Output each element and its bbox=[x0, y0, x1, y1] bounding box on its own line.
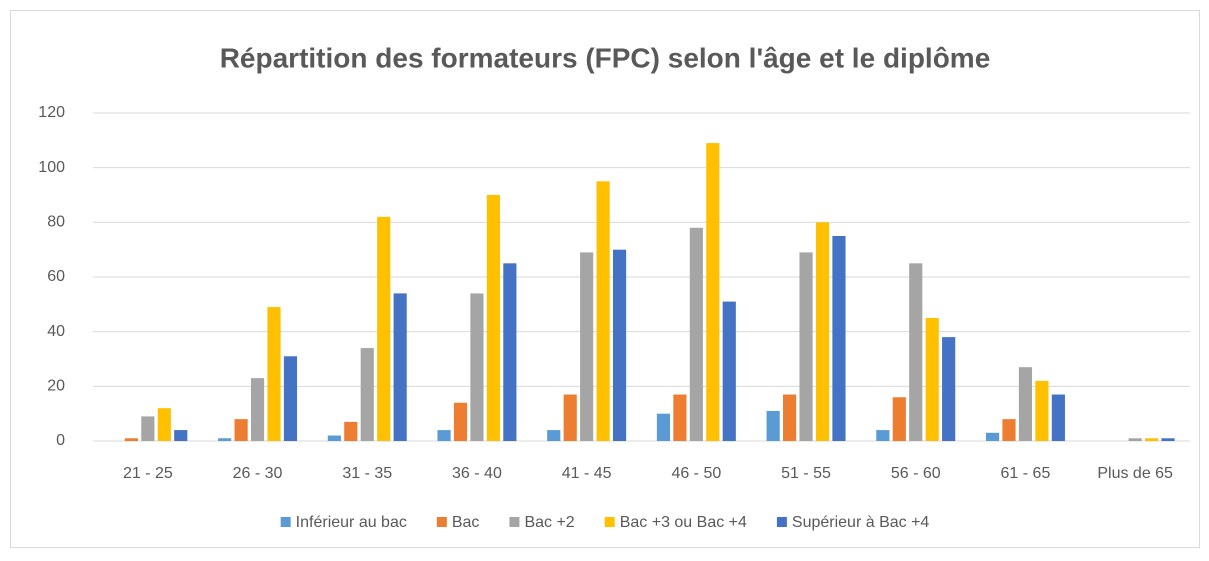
chart-title: Répartition des formateurs (FPC) selon l… bbox=[220, 42, 991, 73]
bar bbox=[267, 307, 281, 441]
bar bbox=[1002, 419, 1016, 441]
bar bbox=[360, 348, 374, 441]
x-tick-label: 61 - 65 bbox=[1001, 465, 1051, 482]
y-tick-label: 80 bbox=[47, 214, 65, 231]
bar bbox=[909, 263, 923, 441]
bar bbox=[612, 249, 627, 441]
legend-label: Inférieur au bac bbox=[296, 514, 407, 531]
bar bbox=[283, 356, 298, 441]
legend-swatch bbox=[509, 517, 520, 527]
bar bbox=[783, 394, 797, 441]
bar bbox=[1035, 380, 1049, 441]
bar bbox=[327, 435, 341, 441]
x-tick-label: 46 - 50 bbox=[671, 465, 721, 482]
bar bbox=[815, 222, 830, 441]
legend-label: Bac bbox=[452, 514, 480, 531]
bar bbox=[1051, 394, 1065, 441]
legend-label: Bac +3 ou Bac +4 bbox=[620, 514, 747, 531]
bar bbox=[486, 195, 500, 441]
legend-swatch bbox=[776, 517, 787, 527]
bar bbox=[876, 430, 890, 441]
y-tick-label: 40 bbox=[47, 323, 65, 340]
bar bbox=[470, 293, 484, 441]
x-tick-label: 36 - 40 bbox=[452, 465, 502, 482]
bar bbox=[141, 416, 155, 441]
legend-swatch bbox=[436, 517, 447, 527]
bar bbox=[250, 378, 265, 441]
bar bbox=[437, 430, 451, 441]
bar bbox=[580, 252, 594, 441]
x-tick-label: 31 - 35 bbox=[342, 465, 392, 482]
legend-label: Supérieur à Bac +4 bbox=[792, 514, 930, 531]
bar bbox=[377, 216, 391, 441]
bar bbox=[925, 318, 939, 441]
bar bbox=[656, 413, 671, 441]
x-tick-label: 56 - 60 bbox=[891, 465, 941, 482]
bar bbox=[547, 430, 561, 441]
bar bbox=[453, 402, 468, 441]
bar bbox=[1161, 438, 1175, 441]
bar bbox=[157, 408, 171, 441]
bar bbox=[1018, 367, 1033, 441]
x-tick-label: 51 - 55 bbox=[781, 465, 831, 482]
legend-label: Bac +2 bbox=[524, 514, 574, 531]
bar bbox=[985, 432, 1000, 441]
bar bbox=[706, 143, 720, 442]
bar bbox=[766, 410, 780, 441]
x-tick-label: Plus de 65 bbox=[1097, 465, 1173, 482]
legend-swatch bbox=[280, 517, 291, 527]
x-tick-label: 41 - 45 bbox=[562, 465, 612, 482]
bar bbox=[393, 293, 407, 441]
y-tick-label: 0 bbox=[56, 432, 65, 449]
bar bbox=[503, 263, 517, 441]
y-tick-label: 120 bbox=[38, 104, 65, 121]
bar bbox=[234, 419, 248, 441]
y-tick-label: 60 bbox=[47, 268, 65, 285]
bar bbox=[799, 252, 813, 441]
bar bbox=[1145, 438, 1159, 441]
legend-swatch bbox=[604, 517, 615, 527]
x-tick-label: 26 - 30 bbox=[233, 465, 283, 482]
bar bbox=[596, 181, 610, 442]
bar bbox=[892, 397, 906, 441]
bar bbox=[218, 438, 232, 441]
bar bbox=[563, 394, 577, 441]
bar bbox=[344, 421, 358, 441]
bar bbox=[832, 236, 846, 441]
bar bbox=[722, 301, 736, 441]
bar bbox=[1128, 438, 1142, 441]
bar bbox=[689, 227, 703, 441]
x-tick-label: 21 - 25 bbox=[123, 465, 173, 482]
y-tick-label: 100 bbox=[38, 159, 65, 176]
bar bbox=[174, 430, 188, 441]
y-tick-label: 20 bbox=[47, 378, 65, 395]
bar bbox=[942, 337, 956, 441]
bar bbox=[673, 394, 687, 441]
bar bbox=[124, 438, 138, 441]
